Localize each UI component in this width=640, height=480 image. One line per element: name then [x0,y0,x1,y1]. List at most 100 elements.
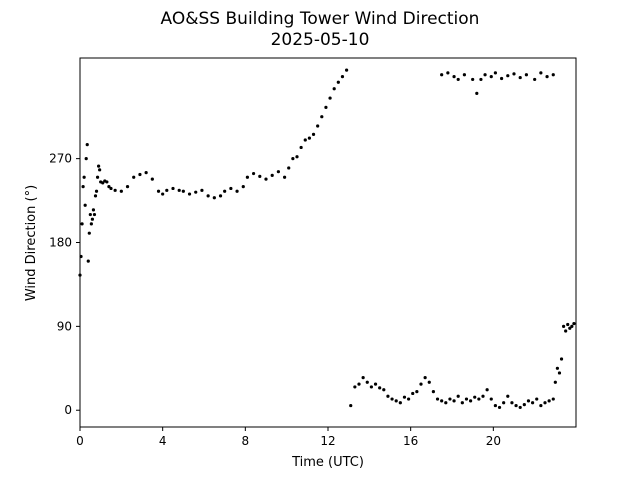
data-point [291,157,295,161]
data-point [415,389,419,394]
data-point [448,397,452,401]
data-point [150,177,154,181]
data-point [82,175,86,179]
data-point [469,399,473,403]
data-point [506,74,510,78]
data-point [299,145,303,150]
data-point [489,397,493,401]
data-point [324,105,328,109]
data-point [107,184,111,189]
data-point [481,394,485,398]
data-point [81,184,85,189]
data-point [83,203,87,207]
data-point [562,324,566,328]
data-point [206,194,210,198]
data-point [353,385,357,389]
data-point [93,194,98,198]
data-point [365,380,369,384]
data-point [369,385,373,389]
data-point [557,371,562,375]
data-point [510,401,514,405]
data-point [566,322,570,327]
data-point [194,190,198,194]
data-point [386,394,390,398]
data-point [97,164,101,168]
data-point [181,189,185,193]
data-point [535,397,539,401]
data-point [101,181,105,185]
data-point [402,395,407,399]
data-point [86,259,90,263]
data-point [177,188,181,192]
data-point [223,189,227,193]
data-point [345,68,349,72]
data-point [95,175,100,179]
data-point [328,96,332,100]
data-point [92,212,97,217]
data-point [94,189,99,193]
data-point [471,77,475,82]
data-point [473,395,477,399]
data-point [276,170,280,174]
x-tick-label: 4 [159,434,167,448]
data-point [84,157,88,161]
chart-title: AO&SS Building Tower Wind Direction [161,9,480,29]
data-point [446,71,450,75]
data-point [283,175,287,179]
data-point [91,208,96,212]
data-point [564,329,568,333]
data-point [200,188,204,192]
data-point [555,366,560,370]
data-point [241,184,245,189]
data-point [522,403,526,407]
y-tick-label: 90 [57,319,72,333]
data-point [506,394,510,398]
data-point [295,155,299,159]
data-point [444,401,448,405]
data-point [497,405,502,410]
data-point [493,403,497,408]
data-point [109,186,113,191]
x-tick-label: 16 [403,434,418,448]
data-point [311,132,316,137]
data-point [113,188,117,192]
data-point [144,171,148,175]
data-point [373,382,378,386]
data-point [543,401,547,405]
data-point [407,397,411,401]
data-point [572,321,576,326]
data-point [80,222,84,226]
data-point [440,399,444,403]
data-point [156,189,161,193]
data-point [307,136,311,140]
data-point [502,401,506,405]
data-point [500,76,504,81]
data-point [419,382,423,386]
data-point [456,394,460,398]
data-point [512,72,516,76]
data-point [531,401,535,405]
chart-subtitle: 2025-05-10 [271,30,370,50]
x-axis-label: Time (UTC) [291,455,364,470]
data-point [547,399,551,403]
data-point [483,73,487,77]
data-point [570,324,574,328]
data-point [440,73,444,77]
data-point [218,194,223,198]
data-point [427,380,431,384]
data-point [349,403,353,408]
data-point [98,168,102,172]
data-point [138,172,142,177]
data-point [464,397,469,401]
data-point [187,192,192,196]
data-point [88,212,92,217]
data-point [320,115,324,119]
data-point [90,217,94,221]
data-point [270,173,274,178]
data-point [545,75,549,79]
data-point [514,403,518,408]
data-point [245,175,249,179]
data-point [518,75,522,80]
data-point [390,397,394,401]
